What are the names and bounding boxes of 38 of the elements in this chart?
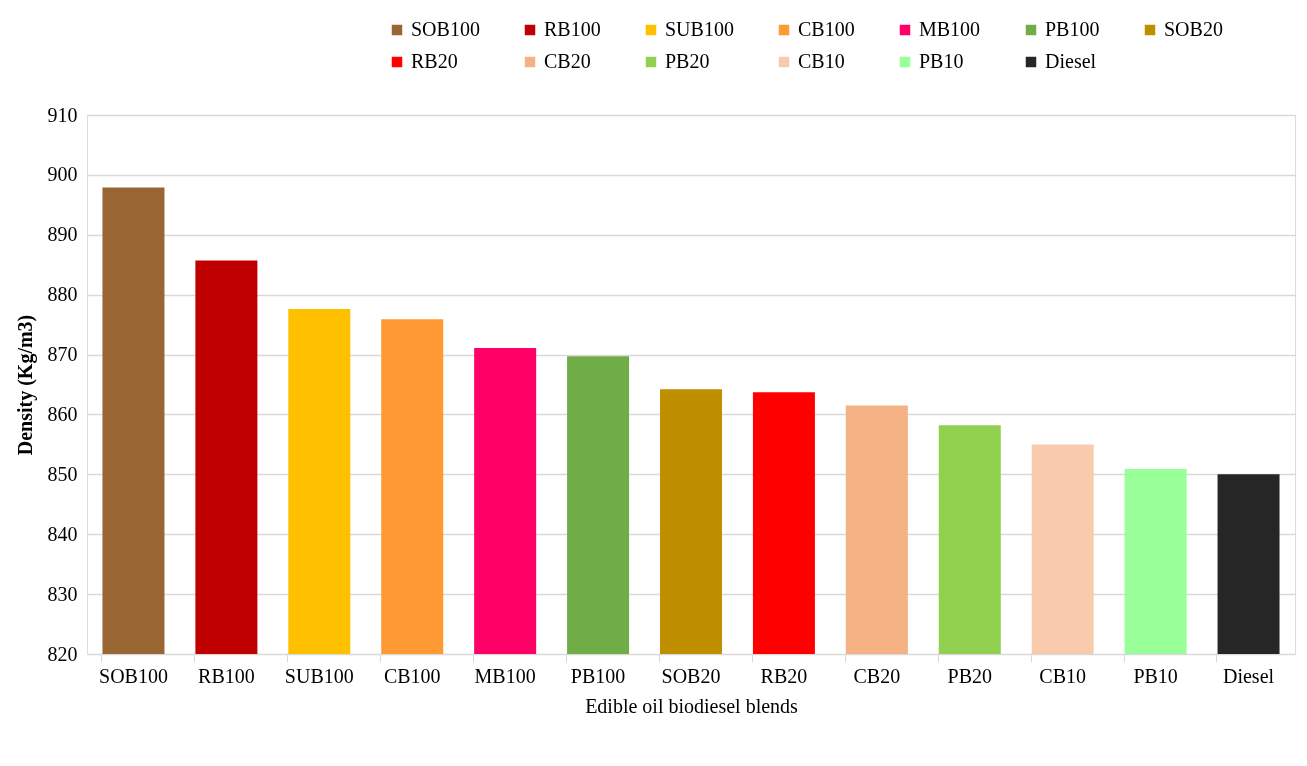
x-tick-label: MB100 — [474, 664, 536, 687]
x-tick-label: PB10 — [1133, 664, 1178, 687]
y-tick-label: 840 — [47, 522, 78, 545]
y-tick-label: 910 — [47, 103, 78, 126]
y-tick-label: 860 — [47, 402, 78, 425]
y-tick-label: 880 — [47, 283, 78, 306]
x-tick-label: CB20 — [853, 664, 901, 687]
legend-label: RB100 — [544, 18, 601, 40]
x-axis-title: Edible oil biodiesel blends — [585, 694, 799, 717]
y-tick-label: 830 — [47, 582, 78, 605]
x-tick-label: SOB20 — [661, 664, 721, 687]
x-tick-label: PB100 — [570, 664, 626, 687]
y-tick-label: 890 — [47, 223, 78, 246]
x-tick-label: Diesel — [1222, 664, 1275, 687]
legend-label: SOB20 — [1164, 18, 1223, 40]
legend-label: MB100 — [919, 18, 981, 40]
legend-label: PB10 — [919, 50, 964, 72]
legend-label: PB100 — [1045, 18, 1100, 40]
y-tick-label: 820 — [47, 642, 78, 665]
y-tick-label: 900 — [47, 163, 78, 186]
x-tick-label: SUB100 — [284, 664, 354, 687]
x-tick-label: PB20 — [947, 664, 992, 687]
legend-label: RB20 — [411, 50, 458, 72]
x-tick-label: RB20 — [760, 664, 808, 687]
y-tick-label: 870 — [47, 343, 78, 366]
legend-label: Diesel — [1045, 50, 1097, 72]
legend-label: SOB100 — [411, 18, 480, 40]
legend-label: PB20 — [665, 50, 710, 72]
legend-label: CB20 — [544, 50, 591, 72]
x-tick-label: SOB100 — [99, 664, 168, 687]
legend-label: CB100 — [798, 18, 855, 40]
x-tick-label: CB10 — [1039, 664, 1087, 687]
y-tick-label: 850 — [47, 462, 78, 485]
x-tick-label: RB100 — [198, 664, 255, 687]
legend-label: SUB100 — [665, 18, 734, 40]
x-tick-label: CB100 — [383, 664, 441, 687]
y-axis-title: Density (Kg/m3) — [13, 314, 37, 456]
legend-label: CB10 — [798, 50, 845, 72]
